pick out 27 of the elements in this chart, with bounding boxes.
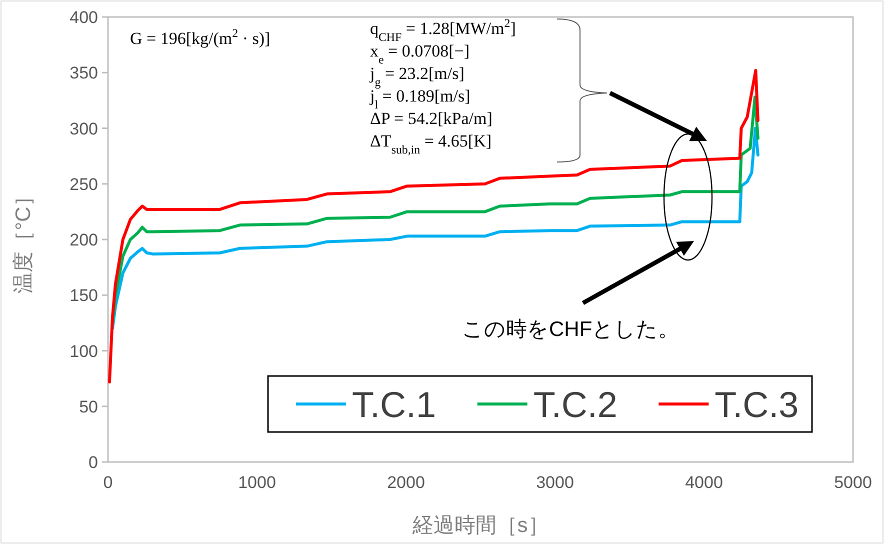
legend-label: T.C.2	[533, 384, 618, 425]
annotation: q$_{CHF}$ = 1.28[MW/m$^{2}$]	[370, 16, 516, 44]
annotation: ΔT$_{sub,in}$ = 4.65[K]	[370, 132, 492, 156]
annotation: ΔP = 54.2[kPa/m]	[370, 109, 492, 128]
y-tick-label: 350	[70, 64, 98, 83]
x-tick-label: 1000	[238, 473, 276, 492]
y-tick-label: 300	[70, 119, 98, 138]
legend-label: T.C.3	[714, 384, 799, 425]
x-tick-label: 2000	[387, 473, 425, 492]
x-tick-label: 3000	[536, 473, 574, 492]
y-tick-label: 100	[70, 342, 98, 361]
x-tick-label: 5000	[834, 473, 872, 492]
y-tick-label: 0	[88, 453, 98, 472]
y-axis-title: 温度［°C］	[12, 186, 35, 294]
annotation: x$_{e}$ = 0.0708[−]	[370, 42, 470, 66]
y-tick-label: 400	[70, 8, 98, 27]
x-tick-label: 4000	[685, 473, 723, 492]
annotation: この時をCHFとした。	[462, 318, 680, 341]
x-tick-label: 0	[103, 473, 113, 492]
y-tick-label: 150	[70, 286, 98, 306]
y-tick-label: 50	[79, 397, 98, 416]
y-tick-label: 250	[70, 174, 98, 194]
x-axis-title: 経過時間［s］	[411, 514, 549, 537]
legend-label: T.C.1	[352, 384, 436, 425]
annotation: G = 196[kg/(m$^{2}$ · s)]	[130, 26, 270, 48]
y-tick-label: 200	[70, 230, 98, 250]
annotation: j$_{g}$ = 23.2[m/s]	[369, 64, 464, 89]
